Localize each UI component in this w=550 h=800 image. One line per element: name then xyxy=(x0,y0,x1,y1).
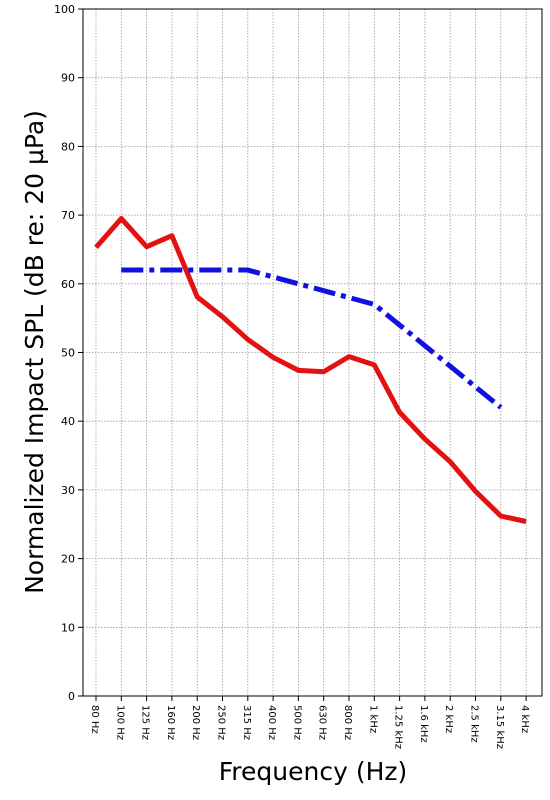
series-line-2 xyxy=(121,267,503,410)
x-tick-label: 630 Hz xyxy=(317,705,328,740)
y-tick-label: 20 xyxy=(61,553,75,566)
x-tick-label: 500 Hz xyxy=(291,705,302,740)
x-tick-label: 4 kHz xyxy=(519,705,530,733)
x-tick-label: 3.15 kHz xyxy=(494,705,505,749)
x-tick-label: 100 Hz xyxy=(114,705,125,740)
x-tick-label: 1.6 kHz xyxy=(418,705,429,743)
y-tick-label: 70 xyxy=(61,209,75,222)
x-tick-label: 800 Hz xyxy=(342,705,353,740)
y-tick-label: 60 xyxy=(61,278,75,291)
y-tick-label: 40 xyxy=(61,415,75,428)
y-tick-label: 50 xyxy=(61,347,75,360)
x-tick-label: 125 Hz xyxy=(140,705,151,740)
y-tick-label: 10 xyxy=(61,621,75,634)
x-tick-label: 200 Hz xyxy=(190,705,201,740)
y-tick-label: 80 xyxy=(61,140,75,153)
x-axis-title: Frequency (Hz) xyxy=(219,757,408,786)
x-tick-label: 2 kHz xyxy=(443,705,454,733)
y-tick-label: 30 xyxy=(61,484,75,497)
y-tick-label: 100 xyxy=(54,3,75,16)
grid-layer xyxy=(83,9,542,696)
y-tick-label: 0 xyxy=(68,690,75,703)
y-axis-title: Normalized Impact SPL (dB re: 20 µPa) xyxy=(20,110,49,594)
x-tick-label: 160 Hz xyxy=(165,705,176,740)
x-tick-label: 400 Hz xyxy=(266,705,277,740)
x-tick-label: 1 kHz xyxy=(367,705,378,733)
axis-layer: 0 10 20 30 40 50 60 70 80 90 100 80 Hz 100 Hz 125 Hz 1… xyxy=(54,3,543,749)
series-layer xyxy=(94,216,527,524)
x-tick-label: 250 Hz xyxy=(216,705,227,740)
series-line-1 xyxy=(94,216,527,524)
x-tick-label: 1.25 kHz xyxy=(393,705,404,749)
x-tick-label: 2.5 kHz xyxy=(469,705,480,743)
y-tick-label: 90 xyxy=(61,72,75,85)
x-tick-label: 80 Hz xyxy=(89,705,100,734)
x-tick-label: 315 Hz xyxy=(241,705,252,740)
